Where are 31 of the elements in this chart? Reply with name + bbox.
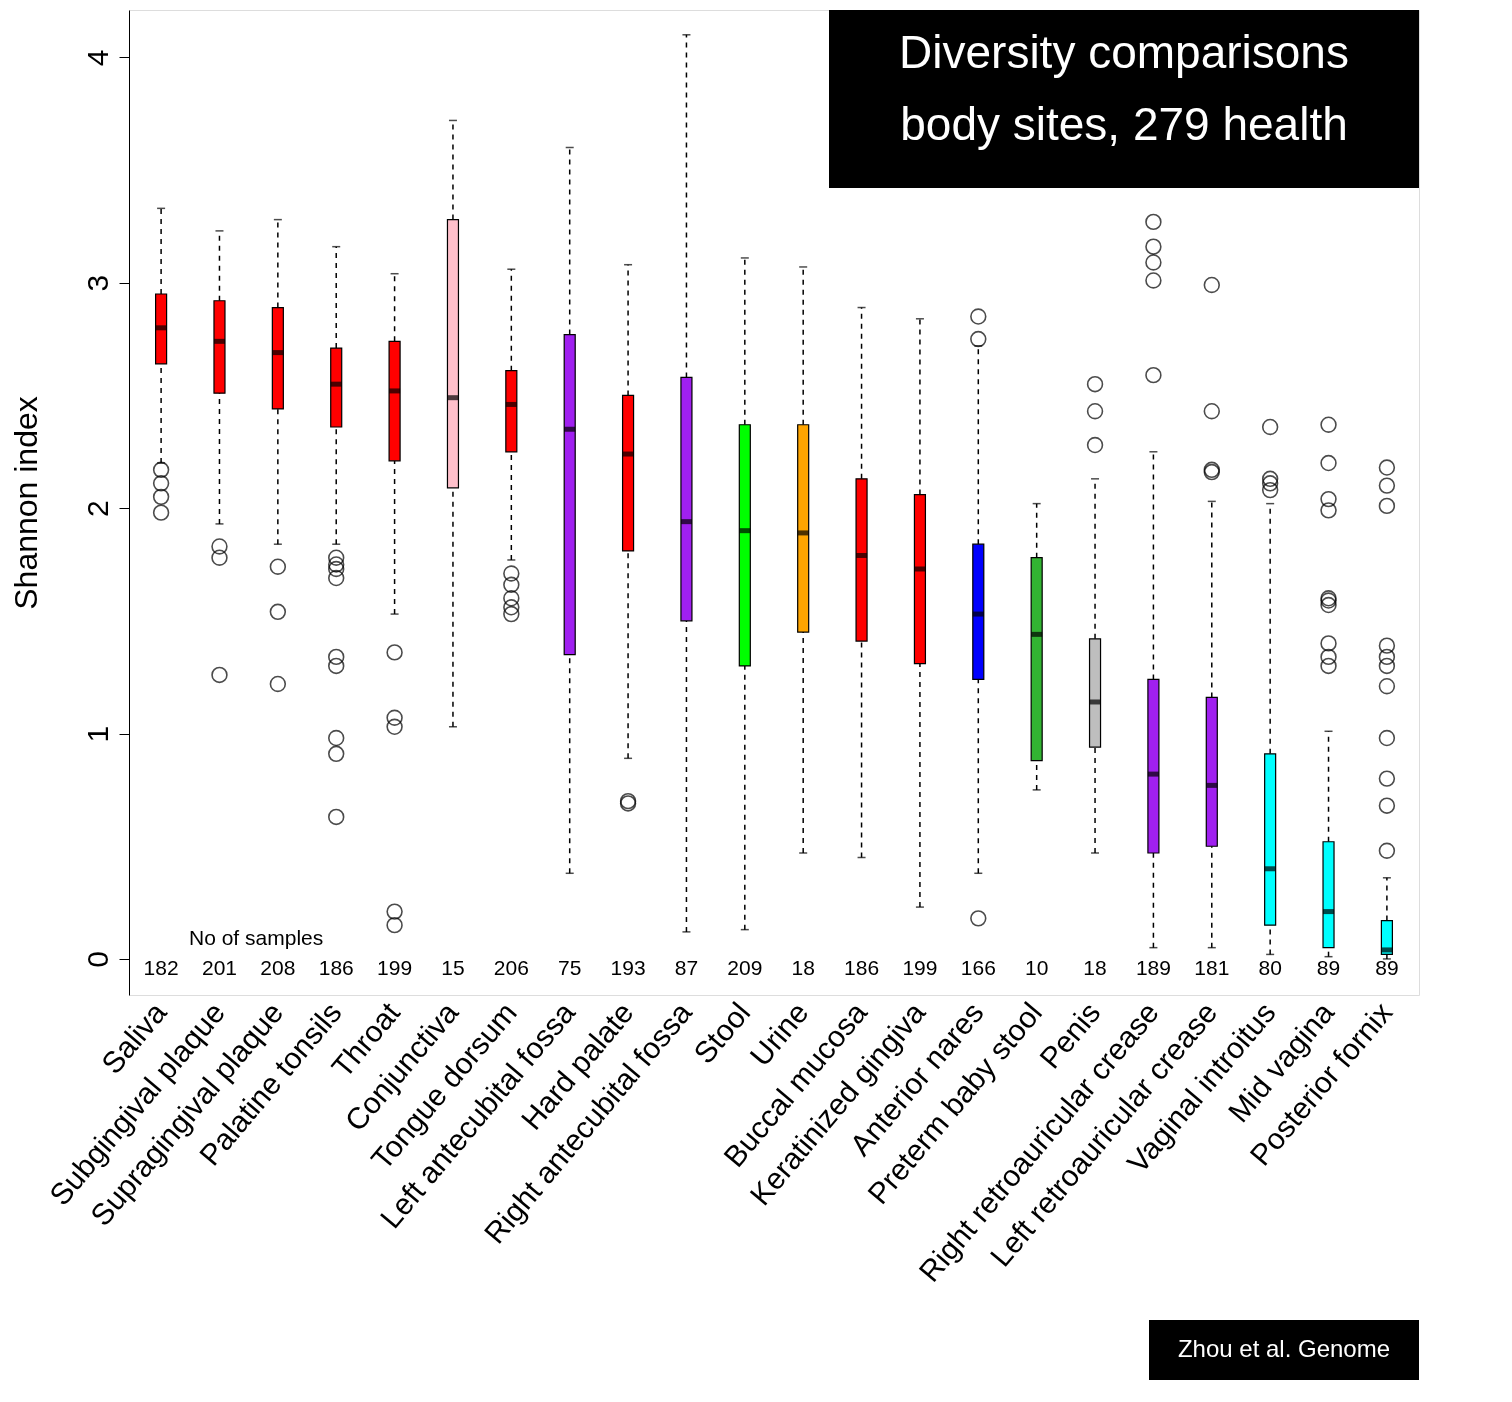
annotation: 10 xyxy=(1024,956,1049,979)
annotation: 182 xyxy=(143,956,179,979)
annotation: 89 xyxy=(1316,956,1341,979)
annotation: 186 xyxy=(844,956,880,979)
annotation: 199 xyxy=(902,956,938,979)
annotation: 181 xyxy=(1194,956,1230,979)
annotation: 18 xyxy=(791,956,815,979)
text: Zhou et al. Genome xyxy=(1177,1335,1391,1362)
y-tick-label: 2 xyxy=(80,500,114,517)
annotation: 87 xyxy=(674,956,699,979)
y-axis-title: Shannon index xyxy=(7,396,44,610)
annotation: 193 xyxy=(610,956,646,979)
text: Diversity comparisons body sites, 279 health xyxy=(899,26,1349,150)
annotation: 80 xyxy=(1258,956,1282,979)
annotation: No of samples xyxy=(189,926,324,949)
annotation: 89 xyxy=(1375,956,1399,979)
annotation: 75 xyxy=(558,956,582,979)
annotation: 201 xyxy=(201,956,237,979)
y-tick-label: 0 xyxy=(80,951,114,968)
annotation: 189 xyxy=(1135,956,1171,979)
annotation: 199 xyxy=(377,956,413,979)
y-tick-label: 3 xyxy=(80,274,114,292)
annotation: 186 xyxy=(318,956,354,979)
annotation: 166 xyxy=(960,956,996,979)
y-tick-label: 1 xyxy=(80,725,114,743)
annotation: 208 xyxy=(260,956,296,979)
annotation: 209 xyxy=(727,956,763,979)
y-tick-label: 4 xyxy=(80,49,114,67)
annotation: 18 xyxy=(1083,956,1107,979)
annotation: 15 xyxy=(441,956,465,979)
annotation: 206 xyxy=(493,956,529,979)
